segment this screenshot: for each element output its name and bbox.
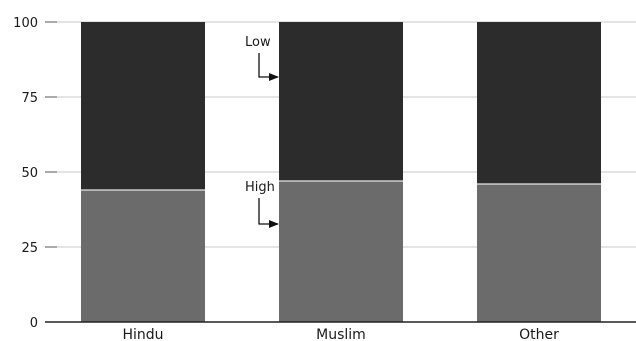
bar-low-muslim: [279, 22, 403, 181]
y-tick-label: 50: [21, 166, 38, 181]
y-tick-label: 0: [30, 316, 38, 331]
y-axis: 0 25 50 75 100: [13, 16, 57, 331]
annotation-arrow: [258, 53, 279, 81]
y-tick-label: 25: [21, 241, 38, 256]
annotation-low: Low: [245, 35, 271, 50]
category-label-other: Other: [519, 327, 559, 341]
bar-high-other: [477, 184, 601, 322]
bar-high-muslim: [279, 181, 403, 322]
category-label-hindu: Hindu: [122, 327, 163, 341]
annotations: Low High: [245, 35, 279, 228]
bar-high-hindu: [81, 190, 205, 322]
y-tick-label: 100: [13, 16, 38, 31]
annotation-arrow: [258, 198, 279, 228]
category-label-muslim: Muslim: [316, 327, 366, 341]
annotation-high: High: [245, 180, 275, 195]
bar-low-other: [477, 22, 601, 184]
bar-low-hindu: [81, 22, 205, 190]
y-tick-label: 75: [21, 91, 38, 106]
bars: [81, 22, 601, 322]
x-axis: Hindu Muslim Other: [45, 321, 636, 341]
